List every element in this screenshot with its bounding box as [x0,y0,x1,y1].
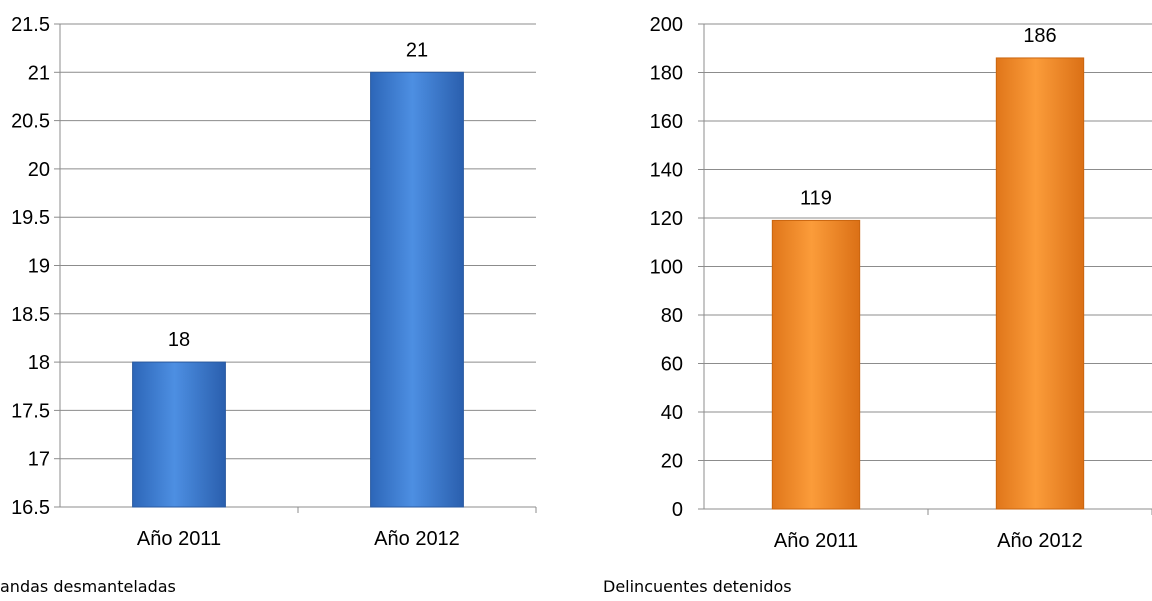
y-tick-label: 21.5 [11,14,50,36]
bar-2 [370,71,464,508]
data-label: 21 [406,39,428,61]
x-tick-label: Año 2011 [774,530,858,552]
y-tick-label: 200 [650,14,683,36]
y-tick-label: 18 [28,352,50,374]
y-tick-label: 19.5 [11,207,50,229]
y-tick-labels: 16.5 17 17.5 18 18.5 19 19.5 20 20.5 21 21.5 [11,14,50,519]
y-tick-label: 21 [28,62,50,84]
bar-1 [771,219,861,510]
data-label: 119 [800,187,832,209]
bar-2 [995,57,1085,510]
y-tick-label: 120 [650,208,683,230]
y-tick-label: 140 [650,160,683,182]
grid-lines [704,23,1152,461]
grid-lines [60,23,536,460]
data-labels: 119 186 [800,25,1057,209]
y-tick-label: 20 [28,159,50,181]
chart-caption: andas desmanteladas [0,577,176,596]
chart-delincuentes: 0 20 40 60 80 100 120 140 160 180 200 119 186 Año 2… [603,14,1152,596]
y-tick-label: 20 [661,451,683,473]
y-tick-label: 80 [661,305,683,327]
y-tick-label: 17 [28,449,50,471]
x-tick-label: Año 2011 [137,528,221,550]
y-tick-labels: 0 20 40 60 80 100 120 140 160 180 200 [650,14,683,521]
x-tick-label: Año 2012 [997,530,1083,552]
y-tick-label: 40 [661,402,683,424]
y-tick-label: 100 [650,257,683,279]
bars [132,71,464,508]
bars [771,57,1085,510]
y-tick-label: 16.5 [11,497,50,519]
y-tick-label: 18.5 [11,304,50,326]
x-tick-label: Año 2012 [374,528,460,550]
y-tick-label: 20.5 [11,111,50,133]
y-tick-label: 60 [661,354,683,376]
chart-caption: Delincuentes detenidos [603,577,792,596]
x-tick-labels: Año 2011 Año 2012 [137,528,460,550]
bar-1 [132,361,226,508]
data-label: 18 [168,329,190,351]
y-tick-label: 17.5 [11,400,50,422]
y-tick-label: 0 [672,499,683,521]
data-label: 186 [1023,25,1056,47]
y-tick-label: 19 [28,256,50,278]
y-tick-label: 180 [650,63,683,85]
x-tick-labels: Año 2011 Año 2012 [774,530,1083,552]
y-tick-label: 160 [650,111,683,133]
